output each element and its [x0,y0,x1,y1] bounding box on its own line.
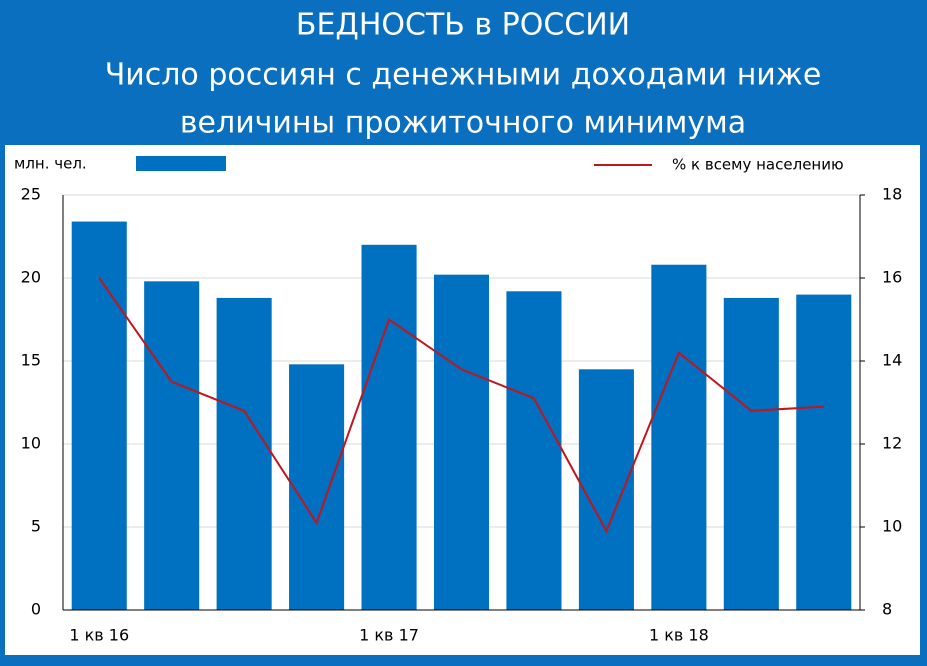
y-axis-label: млн. чел. [14,155,87,173]
y-tick-label: 0 [31,600,41,619]
x-tick-label: 1 кв 17 [359,626,419,645]
bar [433,274,490,610]
y-tick-label: 10 [21,434,41,453]
y-tick-label: 15 [21,351,41,370]
bar [578,369,634,610]
chart-subtitle: величины прожиточного минимума [180,106,746,141]
y-tick-label: 20 [21,268,41,287]
bar [723,297,779,610]
chart-title: БЕДНОСТЬ в РОССИИ [296,8,630,43]
bar [796,294,852,610]
y2-tick-label: 8 [882,600,892,619]
y2-tick-label: 16 [882,268,902,287]
bar [361,244,417,611]
y2-tick-label: 10 [882,517,902,536]
chart-subtitle: Число россиян с денежными доходами ниже [105,58,822,93]
x-tick-label: 1 кв 16 [69,626,129,645]
x-tick-label: 1 кв 18 [649,626,709,645]
y2-tick-label: 18 [882,185,902,204]
bar [144,281,200,610]
bar [216,297,272,610]
legend-swatch [136,156,226,171]
legend-label: % к всему населению [672,156,844,174]
line-series [98,277,824,534]
y-tick-label: 25 [21,185,41,204]
bar [71,221,127,610]
bar [289,364,345,610]
bar [651,264,707,610]
y2-tick-label: 14 [882,351,902,370]
bar [506,291,562,610]
y2-tick-label: 12 [882,434,902,453]
y-tick-label: 5 [31,517,41,536]
